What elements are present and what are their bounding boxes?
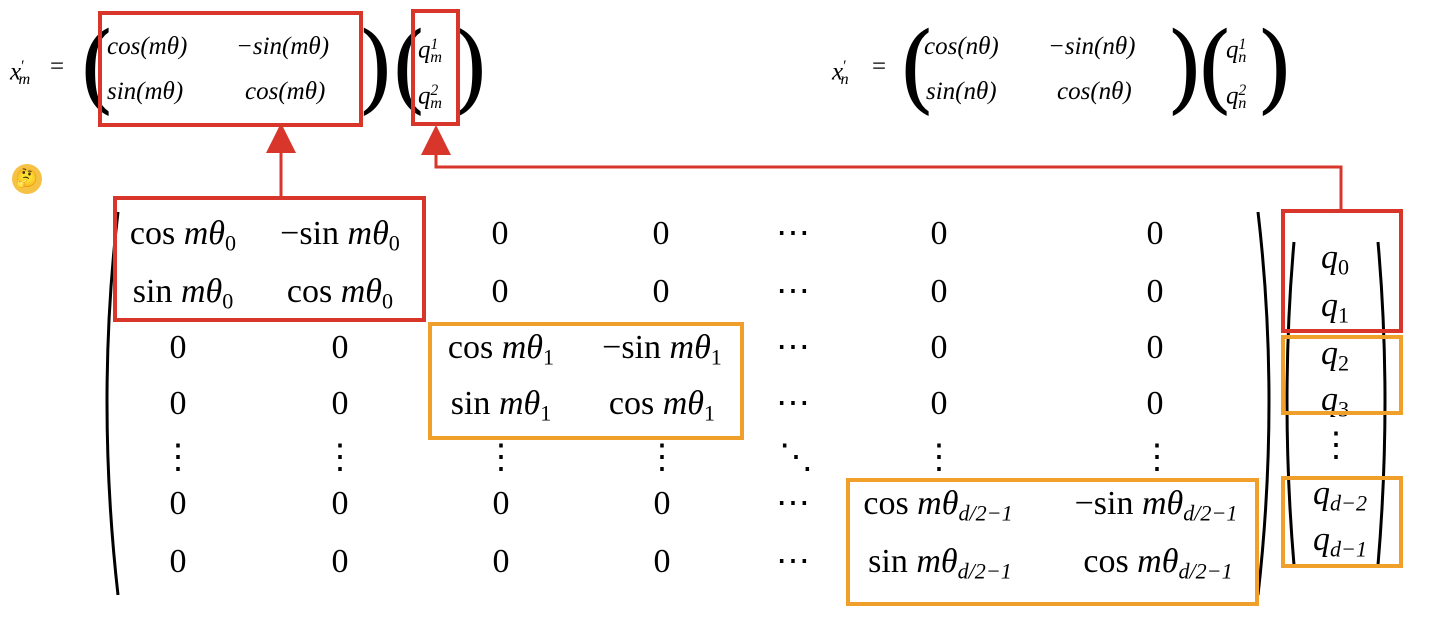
cell-r2-c2: cos mθ0	[286, 273, 394, 314]
vector-q0: q0	[1320, 239, 1350, 280]
matrix-n11: cos(nθ)	[924, 33, 999, 60]
right-paren: )	[1166, 12, 1204, 124]
cell-r7-c4: 0	[653, 543, 671, 580]
x-m-prime-label: x′m	[10, 58, 31, 89]
equals-sign: =	[50, 53, 65, 80]
matrix-m22: cos(mθ)	[245, 78, 326, 105]
top-left-matrix-box	[98, 11, 363, 127]
cell-r6-c7: −sin mθd/2−1	[1074, 485, 1238, 526]
vector-q-n-1: q1n	[1226, 36, 1247, 67]
cell-r6-c1: 0	[169, 485, 187, 522]
vector-q-m-1: q1m	[418, 36, 442, 67]
cell-r4-c3: sin mθ1	[450, 385, 552, 426]
cell-r1-c4: 0	[652, 215, 670, 252]
cell-r7-c1: 0	[169, 543, 187, 580]
cell-r7-c3: 0	[492, 543, 510, 580]
cell-r7-hdots: ⋯	[776, 543, 810, 580]
q-last-highlight	[1281, 476, 1403, 568]
cell-r2-c3: 0	[491, 273, 509, 310]
cell-r7-c2: 0	[331, 543, 349, 580]
vector-q1: q1	[1320, 287, 1350, 328]
matrix-m12: −sin(mθ)	[236, 33, 330, 60]
cell-r5-vdots: ⋮	[922, 439, 956, 476]
matrix-m21: sin(mθ)	[107, 78, 184, 105]
cell-r3-c6: 0	[930, 329, 948, 366]
block-last-highlight	[846, 478, 1259, 606]
cell-r2-c6: 0	[930, 273, 948, 310]
cell-r1-c7: 0	[1146, 215, 1164, 252]
left-paren: (	[1196, 12, 1234, 124]
vector-q-d-2: qd−2	[1312, 475, 1368, 516]
equals-sign: =	[872, 53, 887, 80]
cell-r4-c2: 0	[331, 385, 349, 422]
cell-r1-c1: cos mθ0	[129, 215, 237, 256]
cell-r3-c7: 0	[1146, 329, 1164, 366]
left-paren: (	[898, 12, 936, 124]
cell-r6-c2: 0	[331, 485, 349, 522]
x-n-prime-label: x′n	[832, 58, 849, 89]
cell-r3-c1: 0	[169, 329, 187, 366]
thinking-face-icon: 🤔	[12, 164, 42, 194]
left-paren: (	[390, 12, 428, 124]
matrix-n22: cos(nθ)	[1057, 78, 1132, 105]
cell-r5-vdots: ⋮	[645, 439, 679, 476]
vector-vdots: ⋮	[1319, 427, 1353, 464]
right-paren: )	[357, 12, 395, 124]
block-1-highlight	[428, 322, 744, 440]
q-01-highlight	[1281, 209, 1403, 333]
cell-r7-c6: sin mθd/2−1	[868, 543, 1012, 584]
block-0-highlight	[113, 196, 426, 322]
cell-r3-c4: −sin mθ1	[602, 329, 722, 370]
cell-r5-vdots: ⋮	[484, 439, 518, 476]
cell-r5-vdots: ⋮	[323, 439, 357, 476]
cell-r6-hdots: ⋯	[776, 485, 810, 522]
cell-r7-c7: cos mθd/2−1	[1083, 543, 1233, 584]
cell-r2-c7: 0	[1146, 273, 1164, 310]
cell-r4-c6: 0	[930, 385, 948, 422]
matrix-n12: −sin(nθ)	[1048, 33, 1136, 60]
cell-r5-vdots: ⋮	[161, 439, 195, 476]
cell-r4-hdots: ⋯	[776, 385, 810, 422]
left-paren: (	[78, 12, 116, 124]
right-paren: )	[1256, 12, 1294, 124]
cell-r4-c7: 0	[1146, 385, 1164, 422]
vector-q2: q2	[1320, 335, 1350, 376]
cell-r3-c3: cos mθ1	[447, 329, 555, 370]
matrix-n21: sin(nθ)	[926, 78, 997, 105]
cell-r2-c4: 0	[652, 273, 670, 310]
cell-r1-hdots: ⋯	[776, 215, 810, 252]
q-23-highlight	[1281, 335, 1403, 415]
cell-r6-c3: 0	[492, 485, 510, 522]
vector-q-d-1: qd−1	[1312, 521, 1368, 562]
vector-q3: q3	[1320, 381, 1350, 422]
cell-r6-c6: cos mθd/2−1	[863, 485, 1013, 526]
vector-q-n-2: q2n	[1226, 82, 1247, 113]
matrix-m11: cos(mθ)	[107, 33, 188, 60]
arrow-vector-to-q	[421, 125, 1343, 210]
top-left-vector-box	[411, 9, 460, 126]
cell-r3-c2: 0	[331, 329, 349, 366]
cell-r1-c3: 0	[491, 215, 509, 252]
cell-r3-hdots: ⋯	[776, 329, 810, 366]
cell-r1-c2: −sin mθ0	[280, 215, 400, 256]
cell-r4-c1: 0	[169, 385, 187, 422]
cell-r2-hdots: ⋯	[776, 273, 810, 310]
cell-r5-vdots: ⋮	[1140, 439, 1174, 476]
cell-r2-c1: sin mθ0	[132, 273, 234, 314]
vector-q-m-2: q2m	[418, 82, 442, 113]
cell-r6-c4: 0	[653, 485, 671, 522]
cell-r1-c6: 0	[930, 215, 948, 252]
cell-r5-ddots: ⋱	[779, 439, 813, 476]
cell-r4-c4: cos mθ1	[608, 385, 716, 426]
